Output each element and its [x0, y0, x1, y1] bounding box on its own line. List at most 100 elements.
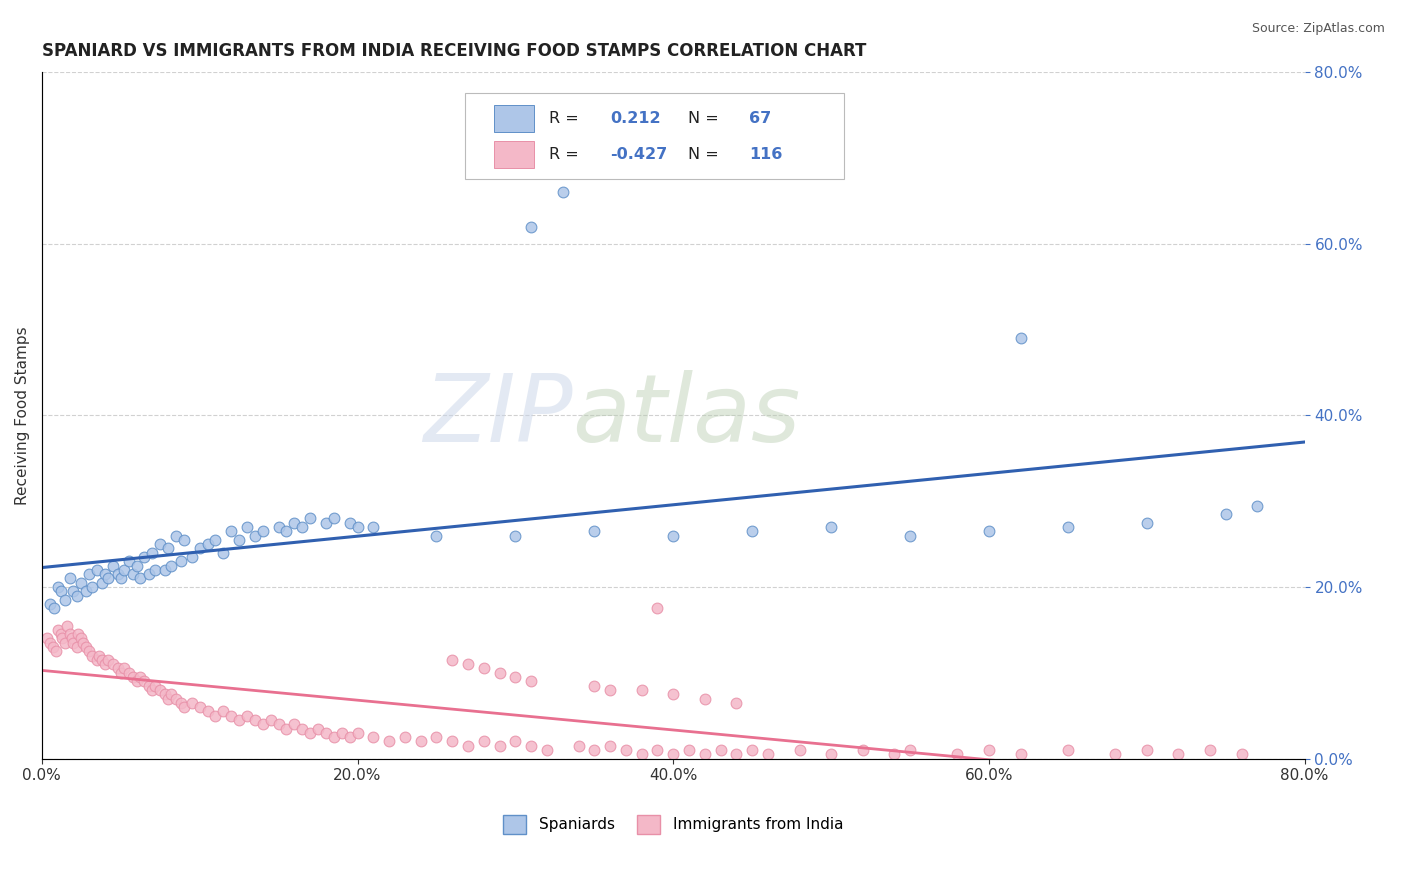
Text: R =: R = — [550, 147, 579, 162]
Point — [283, 516, 305, 530]
Point — [228, 713, 250, 727]
Point — [128, 670, 150, 684]
Point — [1010, 331, 1032, 345]
Point — [112, 661, 135, 675]
Legend: Spaniards, Immigrants from India: Spaniards, Immigrants from India — [496, 807, 851, 841]
Point — [75, 584, 97, 599]
Point — [55, 636, 77, 650]
Point — [46, 623, 69, 637]
Point — [65, 589, 87, 603]
Point — [128, 571, 150, 585]
Point — [551, 186, 574, 200]
Point — [197, 537, 219, 551]
Point — [1167, 747, 1189, 762]
Point — [204, 708, 226, 723]
Point — [339, 516, 361, 530]
Point — [457, 739, 479, 753]
Point — [693, 691, 716, 706]
Point — [1136, 516, 1159, 530]
Point — [741, 524, 763, 539]
Point — [86, 563, 108, 577]
Point — [101, 558, 124, 573]
Point — [536, 743, 558, 757]
Point — [107, 661, 129, 675]
Point — [1215, 507, 1237, 521]
Point — [149, 682, 172, 697]
Point — [86, 653, 108, 667]
Point — [267, 520, 290, 534]
Point — [363, 730, 385, 744]
Point — [1246, 499, 1268, 513]
Point — [65, 640, 87, 654]
Point — [77, 644, 100, 658]
Point — [520, 739, 543, 753]
Point — [122, 567, 145, 582]
Point — [49, 627, 72, 641]
Point — [710, 743, 733, 757]
Point — [90, 653, 112, 667]
Point — [322, 730, 344, 744]
Point — [457, 657, 479, 672]
Point — [90, 575, 112, 590]
Point — [583, 679, 606, 693]
Point — [153, 563, 176, 577]
Point — [505, 734, 527, 748]
Point — [160, 687, 183, 701]
Point — [425, 730, 447, 744]
Point — [212, 705, 235, 719]
Point — [70, 632, 93, 646]
Point — [252, 717, 274, 731]
Point — [60, 632, 83, 646]
Point — [291, 520, 314, 534]
Point — [170, 554, 193, 568]
Point — [583, 743, 606, 757]
Point — [339, 730, 361, 744]
Point — [219, 524, 242, 539]
Point — [180, 549, 202, 564]
Bar — [494, 104, 534, 132]
Point — [97, 571, 120, 585]
Point — [299, 726, 322, 740]
Point — [898, 743, 921, 757]
Point — [977, 524, 1000, 539]
Point — [614, 743, 637, 757]
Point — [236, 708, 259, 723]
Point — [488, 739, 510, 753]
Point — [630, 747, 652, 762]
Text: N =: N = — [689, 111, 718, 126]
Point — [44, 601, 66, 615]
Point — [62, 636, 84, 650]
Point — [35, 632, 58, 646]
Point — [330, 726, 353, 740]
Point — [212, 546, 235, 560]
Point — [346, 520, 368, 534]
Point — [441, 734, 464, 748]
Point — [110, 665, 132, 680]
Point — [409, 734, 432, 748]
Point — [678, 743, 700, 757]
Point — [149, 537, 172, 551]
Point — [883, 747, 905, 762]
Point — [59, 571, 82, 585]
Point — [197, 705, 219, 719]
Point — [141, 546, 163, 560]
Point — [1104, 747, 1126, 762]
Point — [662, 528, 685, 542]
Point — [56, 618, 79, 632]
Point — [145, 679, 167, 693]
Point — [693, 747, 716, 762]
Point — [42, 640, 65, 654]
Point — [1199, 743, 1222, 757]
Text: R =: R = — [550, 111, 579, 126]
Point — [267, 717, 290, 731]
Point — [725, 696, 748, 710]
Point — [67, 627, 90, 641]
Point — [662, 687, 685, 701]
Point — [70, 575, 93, 590]
Point — [647, 601, 669, 615]
Point — [852, 743, 875, 757]
Point — [505, 528, 527, 542]
Point — [472, 734, 495, 748]
Point — [1010, 747, 1032, 762]
Point — [97, 653, 120, 667]
